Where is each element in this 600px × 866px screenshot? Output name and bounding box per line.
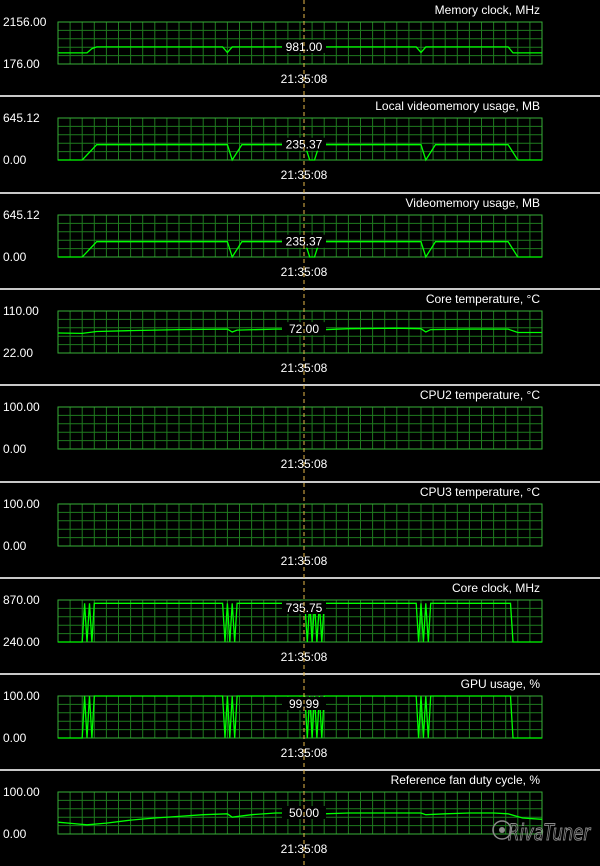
series-line [58,695,542,739]
series-line [58,241,542,259]
graph-title: Core temperature, °C [426,292,541,306]
graph-grid [57,117,543,161]
current-value-label: 981.00 [286,40,323,54]
graph-panel: Memory clock, MHz2156.00176.0021:35:0898… [3,3,543,86]
graph-title: Reference fan duty cycle, % [391,773,541,787]
graph-grid [57,406,543,450]
graph-title: Memory clock, MHz [435,3,540,17]
graph-frame [57,599,543,643]
time-label: 21:35:08 [281,650,328,664]
graph-title: CPU3 temperature, °C [420,485,541,499]
graph-panel: Videomemory usage, MB645.120.0021:35:082… [0,192,600,279]
ytick-max-label: 645.12 [3,111,40,125]
series-line [58,144,542,162]
graph-title: GPU usage, % [461,677,541,691]
ytick-max-label: 110.00 [3,304,39,318]
current-value-label: 735.75 [286,601,323,615]
ytick-max-label: 645.12 [3,208,40,222]
watermark-text: RivaTuner [508,820,591,846]
graph-frame [57,214,543,258]
value-label-bg [282,601,326,614]
current-value-label: 235.37 [286,138,323,152]
ytick-min-label: 176.00 [3,57,40,71]
graph-frame [57,117,543,161]
ytick-min-label: 0.00 [3,153,27,167]
value-label-bg [282,137,326,151]
graph-title: Core clock, MHz [452,581,540,595]
ytick-max-label: 870.00 [3,593,40,607]
ytick-max-label: 100.00 [3,785,40,799]
ytick-min-label: 0.00 [3,442,27,456]
rivatuner-logo: RivaTuner [492,819,591,846]
graph-title: CPU2 temperature, °C [420,388,541,402]
graph-panel: Core clock, MHz 870.00 240.00 21:35:08 735.7… [0,577,600,664]
ytick-max-label: 2156.00 [3,15,47,29]
series-line [58,46,542,54]
graph-panels: Memory clock, MHz 2156.00 176.00 21:35:08 98… [0,3,600,856]
ytick-max-label: 100.00 [3,689,40,703]
ytick-min-label: 0.00 [3,731,27,745]
ytick-min-label: 240.00 [3,635,40,649]
ytick-max-label: 100.00 [3,497,40,511]
graph-panel: Local videomemory usage, MB645.120.0021:… [0,95,600,182]
graph-frame [57,503,543,547]
ytick-min-label: 0.00 [3,250,27,264]
graph-frame [57,21,543,65]
ytick-min-label: 0.00 [3,827,27,841]
time-label: 21:35:08 [281,265,328,279]
series-line [58,602,542,643]
graph-frame [57,406,543,450]
graph-title: Videomemory usage, MB [405,196,540,210]
value-label-bg [282,39,326,53]
ytick-min-label: 0.00 [3,539,27,553]
ytick-max-label: 100.00 [3,400,40,414]
graph-frame [57,791,543,835]
graph-title: Local videomemory usage, MB [375,99,540,113]
ytick-min-label: 22.00 [3,346,33,360]
graph-panel: Core temperature, °C110.0022.0021:35:087… [0,288,600,375]
graph-grid [57,21,543,65]
graph-grid [57,503,543,547]
value-label-bg [282,322,326,336]
graph-grid [57,214,543,258]
